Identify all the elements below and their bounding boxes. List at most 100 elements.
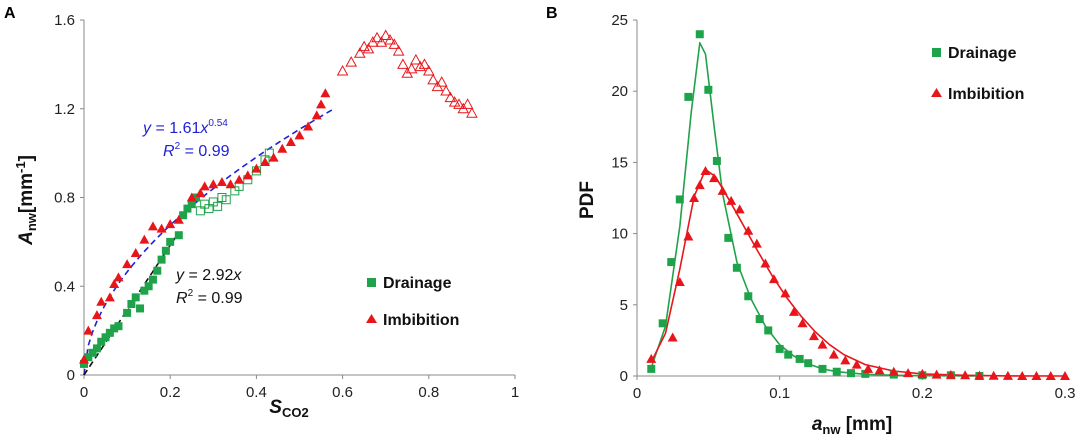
x-tick-label: 0.6 (332, 384, 353, 401)
drainage-open-point (221, 195, 231, 205)
drainage-point (795, 354, 804, 363)
drainage-point (764, 326, 773, 335)
legend-b-imbibition-label: Imbibition (948, 86, 1024, 103)
imbibition-point (268, 152, 279, 162)
drainage-point (136, 304, 145, 313)
imbibition-open-point (375, 36, 388, 47)
panel-b-y-axis-label: PDF (577, 181, 598, 219)
imbibition-point (303, 121, 314, 131)
imbibition-open-point (336, 65, 349, 76)
drainage-point (695, 30, 704, 39)
imbibition-point (199, 181, 210, 191)
imbibition-point (277, 143, 288, 153)
imbibition-point (689, 193, 700, 202)
imbibition-point (903, 368, 914, 378)
panel-a-x-axis-label: SCO2 (269, 397, 308, 420)
imbibition-point (717, 185, 728, 195)
drainage-point (647, 364, 656, 373)
panel-b-points (646, 30, 1070, 380)
panel-a: A 0 0.2 0.4 0.6 0.8 1 0 0.4 0.8 1.2 1.6 SCO2 Anw[… (4, 5, 519, 420)
x-tick-label: 0.2 (160, 384, 181, 401)
panel-b: B 0 0.1 0.2 0.3 0 5 10 15 20 25 anw [mm] PDF Dra… (546, 5, 1075, 437)
imbibition-point (1017, 371, 1028, 380)
imbibition-open-point (353, 47, 366, 58)
drainage-fit-equation: y = 2.92x (175, 267, 242, 284)
panel-a-y-ticks: 0 0.4 0.8 1.2 1.6 (54, 12, 84, 384)
imbibition-point (285, 137, 296, 147)
legend-b-drainage-label: Drainage (948, 45, 1017, 62)
imbibition-point (694, 180, 705, 190)
drainage-point (101, 333, 110, 342)
panel-a-label: A (4, 5, 16, 22)
panel-b-legend: Drainage Imbibition (931, 45, 1024, 103)
drainage-point (157, 255, 166, 264)
imbibition-open-point (418, 58, 431, 69)
imbibition-point (851, 359, 862, 369)
imbibition-point (931, 369, 942, 379)
imbibition-point (674, 277, 685, 287)
imbibition-point (917, 368, 928, 378)
imbibition-fit-r2: R2 = 0.99 (163, 141, 230, 160)
panel-a-x-ticks: 0 0.2 0.4 0.6 0.8 1 (80, 375, 519, 401)
drainage-point (183, 204, 192, 213)
y-tick-label: 0 (67, 367, 75, 384)
imbibition-point (216, 176, 227, 186)
imbibition-point (234, 174, 245, 184)
imbibition-point (863, 363, 874, 373)
imbibition-point (320, 88, 331, 98)
drainage-point (861, 369, 870, 378)
panel-b-x-ticks: 0 0.1 0.2 0.3 (633, 376, 1075, 402)
drainage-point (140, 286, 149, 295)
legend-drainage-marker (367, 278, 376, 287)
imbibition-fit-annotation: y = 1.61x0.54 R2 = 0.99 (142, 118, 230, 160)
drainage-fit-r2: R2 = 0.99 (176, 288, 243, 307)
imbibition-open-point (397, 58, 409, 69)
x-tick-label: 0.8 (418, 384, 439, 401)
imbibition-point (195, 188, 206, 198)
imbibition-point (700, 165, 711, 175)
imbibition-point (139, 234, 150, 244)
panel-a-points (79, 29, 478, 368)
imbibition-point (186, 192, 197, 202)
imbibition-point (242, 170, 253, 180)
imbibition-point (667, 332, 678, 342)
drainage-point (192, 193, 201, 202)
imbibition-open-point (388, 38, 401, 49)
drainage-point (153, 266, 162, 275)
imbibition-point (788, 306, 799, 316)
imbibition-point (828, 349, 839, 359)
imbibition-point (122, 259, 133, 269)
imbibition-point (683, 231, 694, 241)
imbibition-open-point (427, 73, 439, 85)
imbibition-point (1002, 370, 1013, 380)
drainage-point (179, 211, 188, 220)
imbibition-point (726, 195, 737, 205)
imbibition-point (988, 370, 999, 380)
drainage-point (166, 237, 175, 246)
y-tick-label: 1.6 (54, 12, 75, 29)
imbibition-point (1031, 371, 1042, 380)
imbibition-point (79, 354, 89, 364)
panel-a-y-axis-label: Anw[mm-1] (13, 155, 39, 246)
imbibition-point (960, 370, 971, 380)
legend-drainage-label: Drainage (383, 275, 452, 292)
drainage-point (784, 350, 793, 359)
imbibition-point (130, 247, 141, 257)
imbibition-point (225, 179, 236, 189)
x-tick-label: 0 (80, 384, 88, 401)
imbibition-point (83, 325, 94, 335)
drainage-point (744, 292, 753, 301)
imbibition-point (840, 355, 851, 365)
panel-b-label: B (546, 5, 558, 22)
drainage-point (755, 315, 764, 324)
imbibition-open-point (435, 76, 448, 87)
panel-a-legend: Drainage Imbibition (366, 275, 459, 329)
drainage-point (80, 359, 88, 368)
imbibition-open-point (371, 31, 383, 43)
drainage-point (144, 282, 153, 291)
drainage-point (775, 344, 784, 353)
drainage-point (675, 195, 684, 204)
drainage-point (712, 156, 721, 165)
imbibition-open-point (362, 42, 375, 54)
imbibition-fit-equation: y = 1.61x0.54 (142, 118, 228, 137)
